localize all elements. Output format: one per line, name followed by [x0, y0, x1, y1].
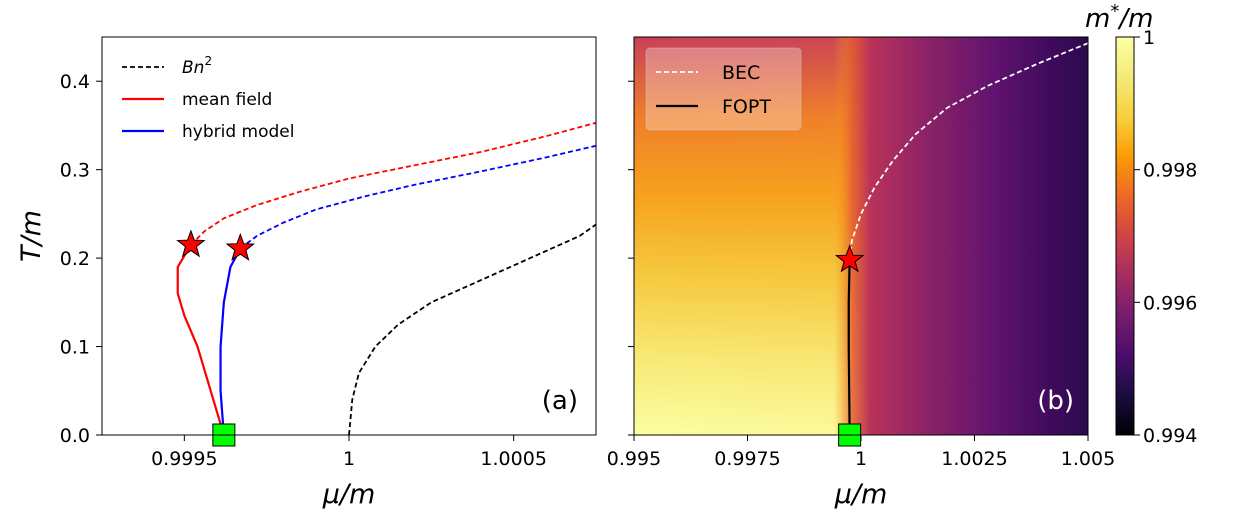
heatmap	[634, 37, 1088, 435]
series-line	[219, 247, 242, 435]
colorbar-tick-label: 0.998	[1143, 160, 1197, 182]
colorbar-tick-label: 1	[1143, 27, 1155, 49]
legend-label-fopt: FOPT	[722, 96, 771, 118]
legend-label-bn2: Bn2	[182, 54, 212, 78]
axes-frame-a	[101, 36, 597, 436]
x-tick-label: 1.0005	[480, 448, 546, 470]
y-tick-label: 0.1	[60, 337, 90, 359]
y-tick-label: 0.4	[60, 71, 90, 93]
x-axis-label-b: μ/m	[834, 479, 888, 510]
y-tick-label: 0.0	[60, 425, 90, 447]
colorbar-label: m*/m	[1085, 1, 1153, 34]
series-line	[848, 42, 1088, 260]
series-line	[190, 121, 596, 246]
panel-label-a: (a)	[542, 386, 578, 416]
panel-b: 0.995 0.9975 1 1.0025 1.005 BEC FOPT (b) μ/m	[607, 36, 1115, 510]
x-tick-label: 0.9975	[714, 448, 780, 470]
y-tick-label: 0.2	[60, 248, 90, 270]
x-axis-label-a: μ/m	[322, 479, 376, 510]
colorbar-tick-label: 0.996	[1143, 292, 1197, 314]
critical-point-mean-field-star	[176, 229, 206, 258]
panel-a: 0.9995 1 1.0005 0.0 0.1 0.2 0.3 0.4 Bn2 mean fi…	[16, 36, 597, 510]
x-tick-label: 1.0025	[941, 448, 1007, 470]
axes-frame-b	[633, 36, 1089, 436]
critical-point-star	[834, 244, 865, 273]
legend-b: BEC FOPT	[645, 47, 802, 131]
y-axis-label: T/m	[16, 210, 47, 262]
y-tick-label: 0.3	[60, 160, 90, 182]
x-tick-label: 1	[855, 448, 867, 470]
x-tick-label: 0.995	[607, 448, 661, 470]
x-tick-label: 0.9995	[151, 448, 217, 470]
legend-label-bec: BEC	[722, 62, 760, 84]
colorbar: 0.994 0.996 0.998 1 m*/m	[1085, 1, 1197, 447]
colorbar-tick-label: 0.994	[1143, 425, 1197, 447]
panel-label-b: (b)	[1037, 386, 1074, 416]
series-line	[847, 259, 851, 435]
series-line	[348, 223, 596, 435]
series-line	[239, 144, 596, 250]
series-line	[176, 244, 225, 435]
critical-point-hybrid-star	[225, 232, 256, 261]
legend-label-hybrid-model: hybrid model	[182, 122, 294, 142]
x-tick-label: 1.005	[1061, 448, 1115, 470]
legend-label-mean-field: mean field	[182, 90, 272, 110]
legend-a: Bn2 mean field hybrid model	[122, 54, 294, 142]
x-tick-label: 1	[343, 448, 355, 470]
